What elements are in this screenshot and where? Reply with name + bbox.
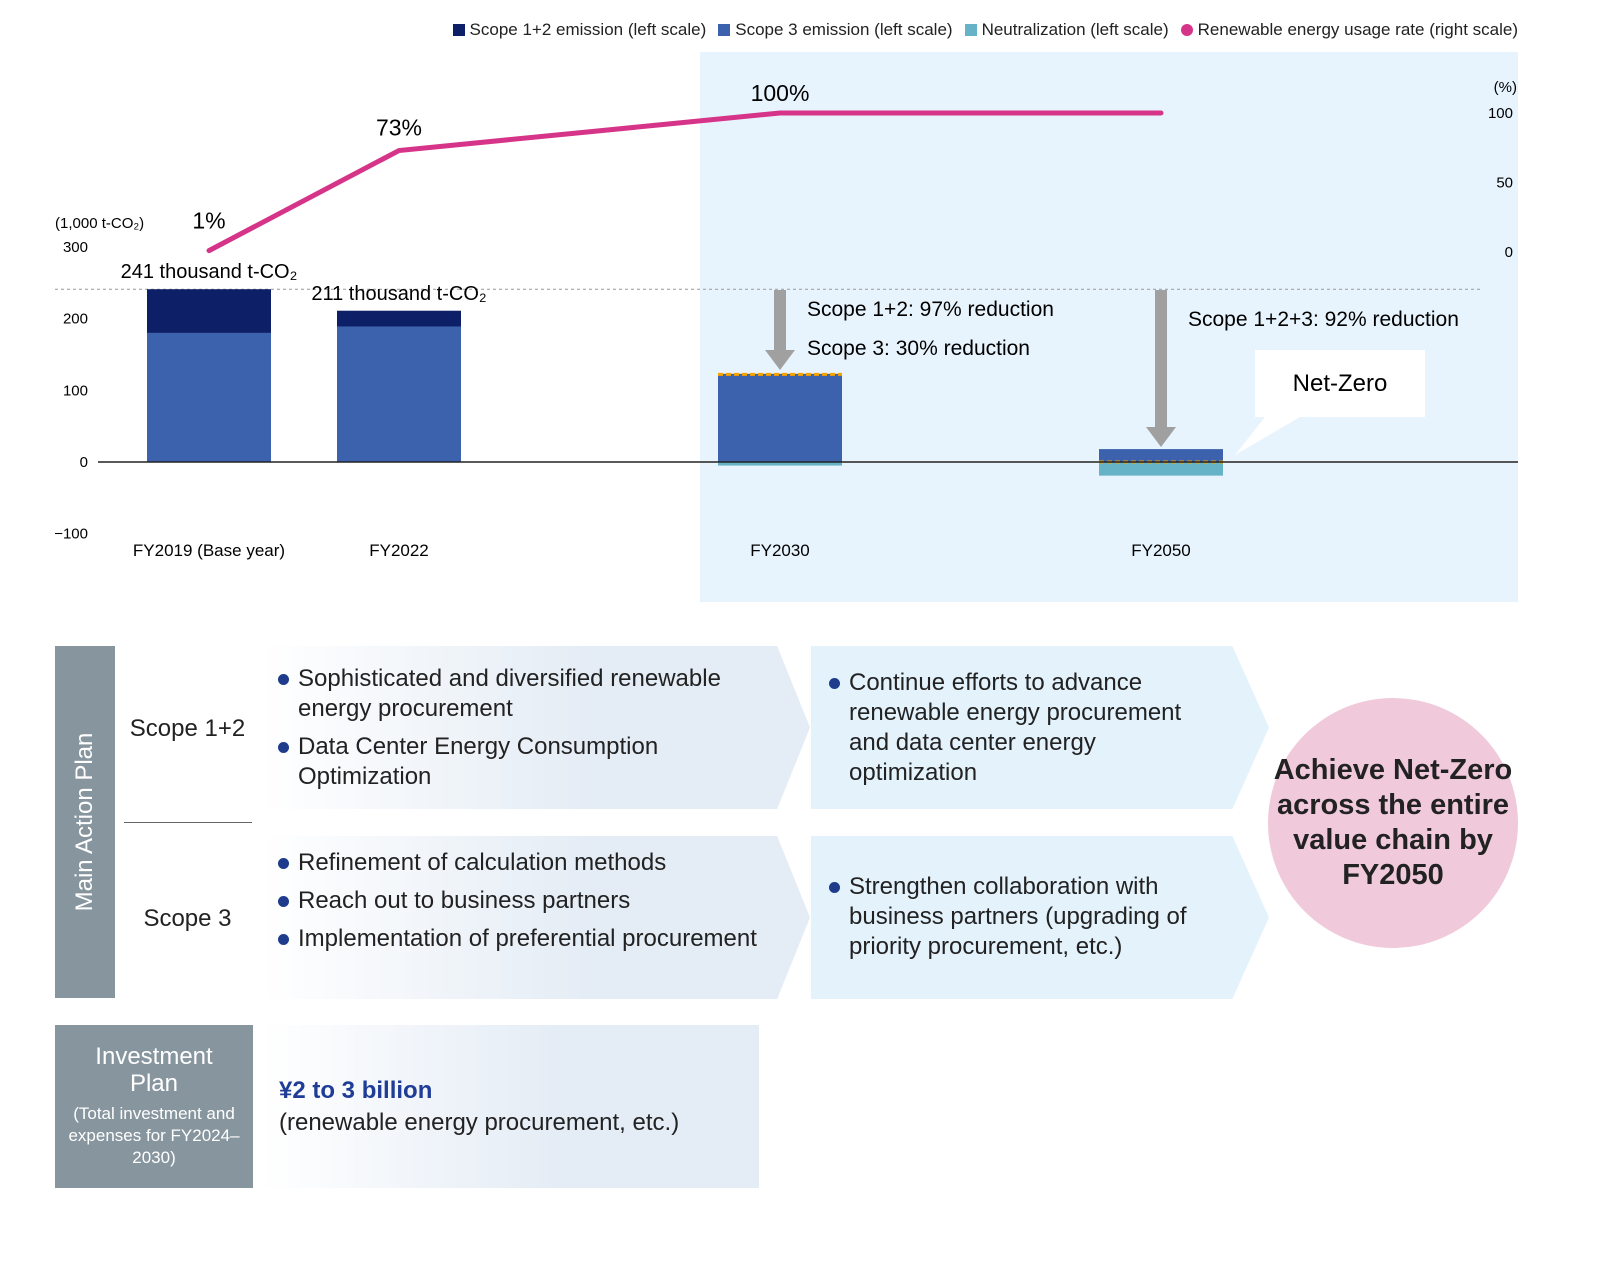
y2-tick-label: 0 <box>1505 244 1513 261</box>
line-data-label: 1% <box>192 208 225 234</box>
annotation: Scope 3: 30% reduction <box>807 337 1030 360</box>
y2-tick-label: 100 <box>1488 105 1513 122</box>
investment-plan-label: Investment Plan (Total investment and ex… <box>55 1025 253 1188</box>
action-item: Strengthen collaboration with business p… <box>829 872 1209 962</box>
emissions-chart: (1,000 t-CO₂) (%) 300 200 100 0 −100 100 50 0 FY… <box>54 52 1518 602</box>
neutralization-bar <box>1099 462 1223 476</box>
y-tick-label: 300 <box>63 239 88 256</box>
action-item: Data Center Energy Consumption Optimizat… <box>278 732 758 792</box>
chart-legend: Scope 1+2 emission (left scale) Scope 3 … <box>452 20 1518 40</box>
scope3-bar <box>337 326 461 462</box>
line-data-label: 73% <box>376 115 422 141</box>
scope12-future-actions: Continue efforts to advance renewable en… <box>811 646 1269 809</box>
scope3-bar <box>1099 449 1223 462</box>
legend-item: Scope 3 emission (left scale) <box>718 20 953 40</box>
main-action-plan-label: Main Action Plan <box>55 646 115 998</box>
x-tick-label: FY2030 <box>750 541 810 560</box>
total-label: 241 thousand t-CO₂ <box>121 261 298 283</box>
reduction-arrow-icon <box>765 290 795 370</box>
investment-detail: ¥2 to 3 billion (renewable energy procur… <box>262 1025 759 1188</box>
annotation: Net-Zero <box>1293 370 1388 397</box>
scope12-bar <box>337 310 461 327</box>
y2-tick-label: 50 <box>1496 175 1513 192</box>
legend-item: Renewable energy usage rate (right scale… <box>1180 20 1518 40</box>
annotation: Scope 1+2: 97% reduction <box>807 298 1054 321</box>
y-tick-label: 0 <box>80 454 88 471</box>
scope12-current-actions: Sophisticated and diversified renewable … <box>262 646 810 809</box>
renewable-rate-line <box>206 110 1164 254</box>
y-tick-label: 100 <box>63 382 88 399</box>
legend-item: Neutralization (left scale) <box>964 20 1169 40</box>
line-data-label: 100% <box>751 80 810 106</box>
scope3-bar <box>147 332 271 462</box>
net-zero-goal: Achieve Net-Zero across the entire value… <box>1268 698 1518 948</box>
divider <box>124 822 252 823</box>
y-axis-label: (1,000 t-CO₂) <box>55 215 144 232</box>
legend-item: Scope 1+2 emission (left scale) <box>452 20 706 40</box>
x-tick-label: FY2022 <box>369 541 429 560</box>
action-item: Reach out to business partners <box>278 886 758 916</box>
scope3-bar <box>718 373 842 462</box>
action-item: Continue efforts to advance renewable en… <box>829 668 1209 788</box>
neutralization-bar <box>718 462 842 466</box>
y2-axis-label: (%) <box>1494 79 1517 96</box>
annotation: Scope 1+2+3: 92% reduction <box>1188 308 1459 331</box>
action-item: Implementation of preferential procureme… <box>278 924 758 954</box>
scope12-bar <box>147 289 271 333</box>
scope3-future-actions: Strengthen collaboration with business p… <box>811 836 1269 999</box>
y-tick-label: 200 <box>63 311 88 328</box>
x-tick-label: FY2050 <box>1131 541 1191 560</box>
y-tick-label: −100 <box>54 526 88 543</box>
x-tick-label: FY2019 (Base year) <box>133 541 285 560</box>
scope3-current-actions: Refinement of calculation methods Reach … <box>262 836 810 999</box>
action-item: Refinement of calculation methods <box>278 848 758 878</box>
scope12-label: Scope 1+2 <box>129 715 246 742</box>
future-region <box>700 52 1518 602</box>
action-item: Sophisticated and diversified renewable … <box>278 664 758 724</box>
callout-bubble <box>1235 350 1425 455</box>
total-label: 211 thousand t-CO₂ <box>311 283 486 305</box>
scope3-label: Scope 3 <box>143 905 232 932</box>
reduction-arrow-icon <box>1146 290 1176 447</box>
